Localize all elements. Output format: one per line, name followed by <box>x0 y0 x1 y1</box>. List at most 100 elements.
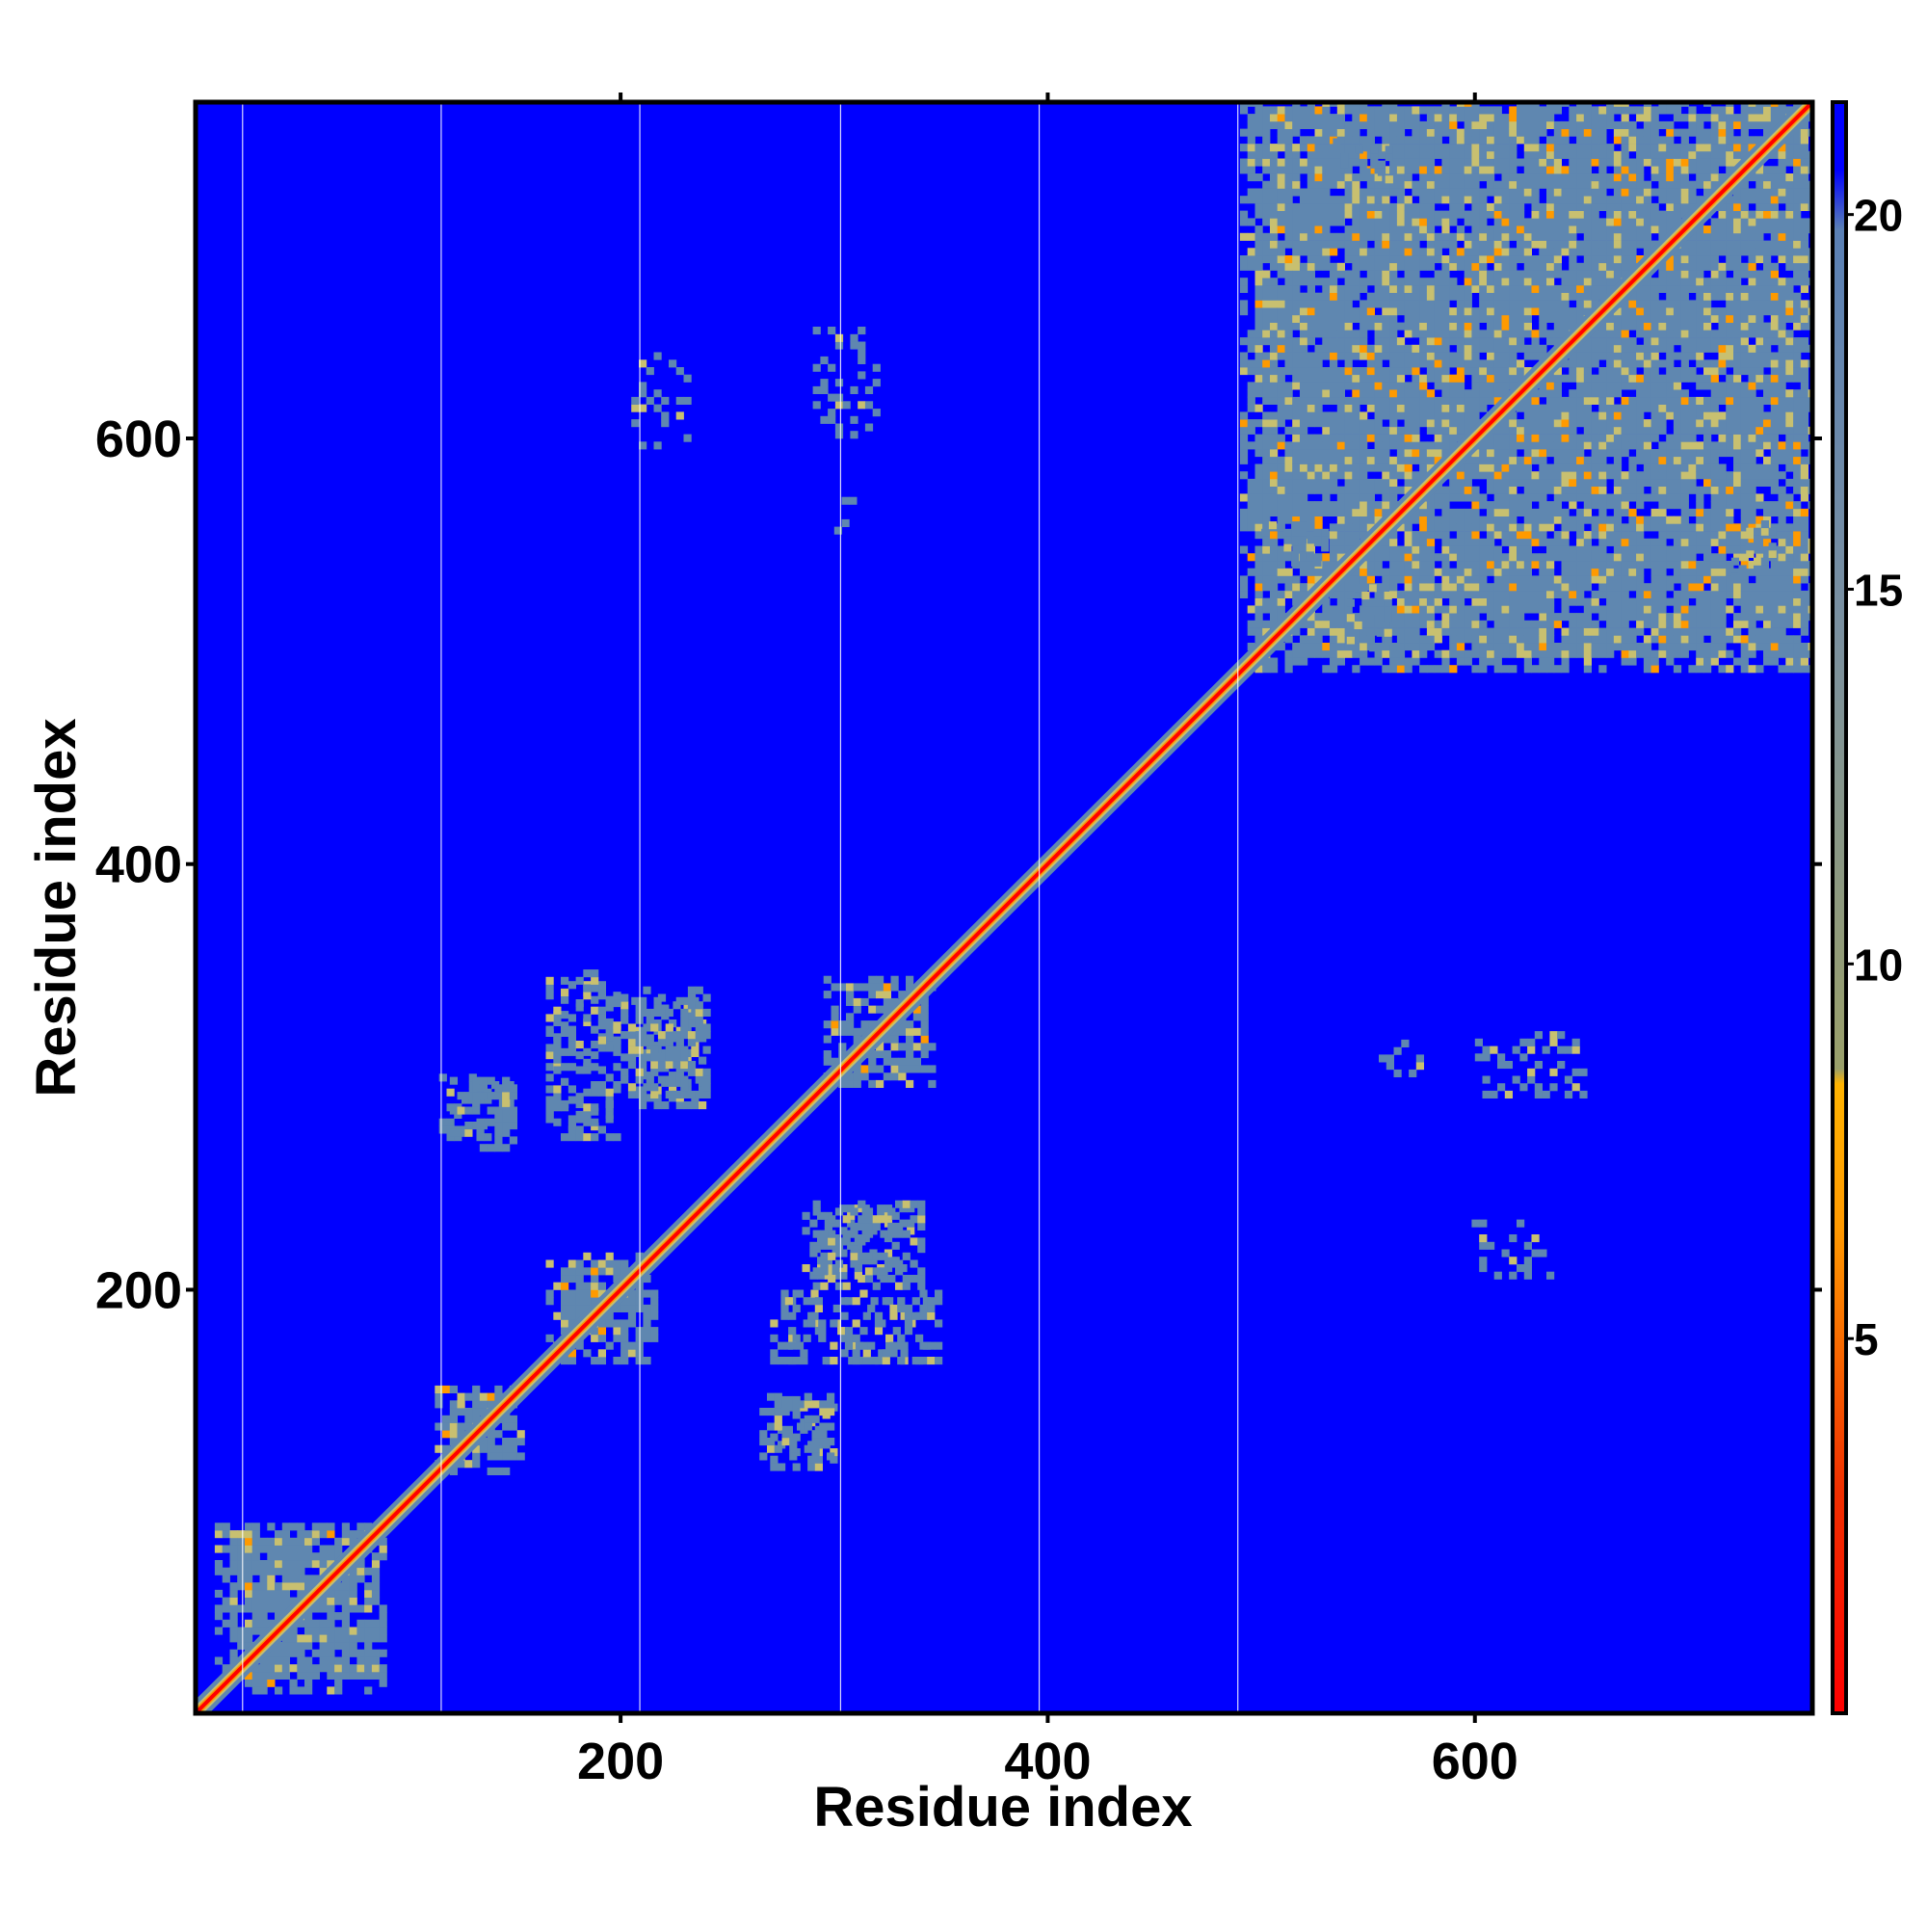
contact-cell <box>1493 314 1502 323</box>
contact-cell <box>1576 120 1585 129</box>
contact-cell <box>1254 300 1263 308</box>
contact-cell <box>1688 322 1697 331</box>
contact-cell <box>1666 314 1675 323</box>
contact-cell <box>1650 649 1659 658</box>
contact-cell <box>1292 374 1301 383</box>
contact-cell <box>1493 486 1502 494</box>
contact-cell <box>1546 463 1555 472</box>
contact-cell <box>1239 545 1249 554</box>
contact-cell <box>1404 411 1412 420</box>
contact-cell <box>237 1545 246 1553</box>
contact-cell <box>1277 597 1285 606</box>
contact-cell <box>1441 166 1450 174</box>
contact-cell <box>1591 150 1599 159</box>
contact-cell <box>1434 136 1442 145</box>
contact-cell <box>1374 188 1383 197</box>
contact-cell <box>1546 620 1555 628</box>
contact-cell <box>1382 180 1390 189</box>
contact-cell <box>1546 210 1555 219</box>
contact-cell <box>1628 643 1637 651</box>
contact-cell <box>1396 441 1406 450</box>
contact-cell <box>1606 449 1615 458</box>
contact-cell <box>1292 240 1301 249</box>
contact-cell <box>1471 605 1480 614</box>
contact-cell <box>1613 344 1623 353</box>
contact-cell <box>1434 173 1442 182</box>
contact-cell <box>1389 218 1398 226</box>
contact-cell <box>1517 322 1525 331</box>
contact-cell <box>1254 262 1263 271</box>
contact-cell <box>1658 643 1667 651</box>
contact-cell <box>1569 649 1577 658</box>
contact-cell <box>1374 262 1383 271</box>
contact-cell <box>1426 114 1436 122</box>
contact-cell <box>1419 278 1428 286</box>
contact-cell <box>1277 516 1285 524</box>
contact-cell <box>1464 635 1472 644</box>
contact-cell <box>509 1452 517 1461</box>
contact-cell <box>1359 337 1368 346</box>
contact-cell <box>1330 389 1338 398</box>
contact-cell <box>1359 478 1368 487</box>
contact-cell <box>1517 643 1525 651</box>
contact-cell <box>846 1013 855 1021</box>
contact-cell <box>1441 538 1450 546</box>
contact-cell <box>1300 144 1308 152</box>
contact-cell <box>1352 188 1360 197</box>
contact-cell <box>1426 590 1436 598</box>
contact-cell <box>1247 144 1255 152</box>
contact-cell <box>341 1530 350 1539</box>
contact-cell <box>1426 144 1436 152</box>
contact-cell <box>1374 352 1383 360</box>
contact-cell <box>1569 359 1577 368</box>
contact-cell <box>1307 188 1315 197</box>
contact-cell <box>1621 583 1629 592</box>
contact-cell <box>1487 613 1495 622</box>
contact-cell <box>1666 202 1675 211</box>
contact-cell <box>1680 456 1689 464</box>
contact-cell <box>311 1560 320 1569</box>
contact-cell <box>1658 561 1667 569</box>
contact-cell <box>1576 344 1585 353</box>
contact-cell <box>1688 635 1697 644</box>
contact-cell <box>289 1560 298 1569</box>
contact-cell <box>297 1619 305 1628</box>
contact-cell <box>1666 583 1675 592</box>
contact-cell <box>1628 426 1637 435</box>
contact-cell <box>1576 575 1585 584</box>
contact-cell <box>1628 322 1637 331</box>
contact-cell <box>1658 508 1667 516</box>
contact-cell <box>1359 158 1368 167</box>
contact-cell <box>1262 486 1271 494</box>
contact-cell <box>1374 486 1383 494</box>
contact-cell <box>1501 486 1510 494</box>
contact-cell <box>1523 471 1532 480</box>
contact-cell <box>1493 597 1502 606</box>
contact-cell <box>319 1597 328 1605</box>
contact-cell <box>1643 218 1652 226</box>
contact-cell <box>1621 114 1629 122</box>
contact-cell <box>1277 210 1285 219</box>
contact-cell <box>1404 255 1412 264</box>
contact-cell <box>1509 314 1518 323</box>
contact-cell <box>1703 597 1712 606</box>
contact-cell <box>1621 255 1629 264</box>
contact-cell <box>1673 643 1682 651</box>
contact-cell <box>1284 665 1293 674</box>
contact-cell <box>1389 553 1398 562</box>
contact-cell <box>349 1567 357 1575</box>
contact-cell <box>1613 411 1623 420</box>
contact-cell <box>1487 568 1495 576</box>
contact-cell <box>1307 456 1315 464</box>
contact-cell <box>1666 411 1675 420</box>
contact-cell <box>1613 575 1623 584</box>
contact-cell <box>1546 300 1555 308</box>
contact-cell <box>1322 478 1331 487</box>
contact-cell <box>1344 180 1353 189</box>
contact-cell <box>898 1065 907 1073</box>
contact-cell <box>1561 583 1570 592</box>
contact-cell <box>1621 330 1629 338</box>
contact-cell <box>1606 583 1615 592</box>
contact-cell <box>356 1664 365 1673</box>
contact-cell <box>1344 278 1353 286</box>
